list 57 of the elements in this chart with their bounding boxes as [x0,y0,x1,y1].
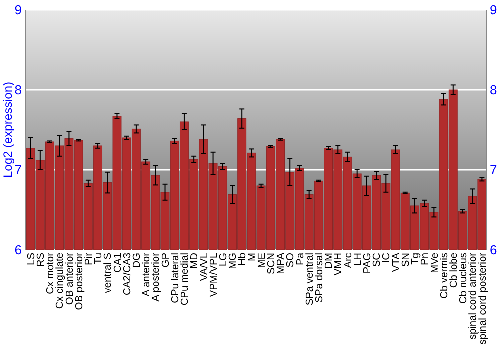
x-tick-label: CA2/CA3 [122,252,134,296]
x-tick-label: LH [352,253,364,266]
x-tick-label: SN [400,253,412,268]
x-tick-label: spinal cord anterior [468,252,480,340]
y-tick-label: 9 [14,2,22,18]
x-tick-label: Cx motor [46,252,57,294]
y-tick-label: 6 [14,242,22,258]
x-tick-label: Tg [410,252,422,265]
x-tick-label: VPM/VPL [208,252,220,298]
x-tick-label: Cb vermis [439,253,450,299]
x-tick-label: MD [190,253,201,269]
x-tick-label: Hb [238,252,249,266]
x-tick-label: A posterior [151,252,162,302]
x-tick-label: OB anterior [64,252,76,306]
x-tick-label: GP [160,252,172,268]
x-tick-label: Pn [420,253,432,266]
x-tick-label: Arc [343,253,354,268]
x-tick-label: CPu lateral [170,253,182,304]
x-tick-label: RS [36,252,47,268]
x-tick-label: Tu [94,253,105,265]
x-tick-label: VA/VL [199,252,210,282]
x-tick-label: CPu medial [180,253,192,306]
x-tick-label: ME [256,252,268,268]
y-axis-title: Log2 (expression) [1,82,15,178]
y2-tick-label: 6 [490,242,498,258]
x-tick-label: LG [218,252,230,267]
x-tick-label: Pa [295,252,306,266]
x-tick-label: OB posterior [74,252,86,310]
x-tick-label: ventral S [103,252,114,294]
y-tick-label: 7 [14,162,22,178]
y2-tick-label: 7 [490,162,498,178]
x-tick-label: PAG [362,252,374,274]
x-tick-label: MPA [276,252,288,274]
x-tick-label: Cb nucleus [458,253,470,304]
y2-tick-label: 9 [490,2,498,18]
x-tick-label: IC [382,253,393,264]
x-tick-label: CA1 [112,252,124,273]
x-tick-label: DM [324,253,336,269]
x-tick-label: SPa ventral [304,253,316,306]
x-tick-label: DG [132,252,144,268]
x-tick-label: LS [26,252,38,266]
x-tick-label: VTA [391,252,402,272]
x-tick-label: MVe [430,252,441,274]
x-tick-label: SPa dorsal [314,253,326,303]
y-tick-label: 8 [14,82,22,98]
x-tick-label: VMH [334,253,345,276]
x-tick-label: SC [372,253,384,268]
x-tick-label: SCN [266,253,278,275]
x-tick-label: A anterior [142,252,153,297]
x-tick-label: SO [286,252,297,268]
x-tick-label: spinal cord posterior [478,252,489,345]
x-tick-label: Cb lobe [448,252,460,288]
x-tick-label: M [247,253,258,262]
x-tick-label: Pir [84,252,95,266]
x-tick-label: Cx cingulate [55,252,66,310]
x-tick-label: MG [228,252,240,270]
y2-tick-label: 8 [490,82,498,98]
